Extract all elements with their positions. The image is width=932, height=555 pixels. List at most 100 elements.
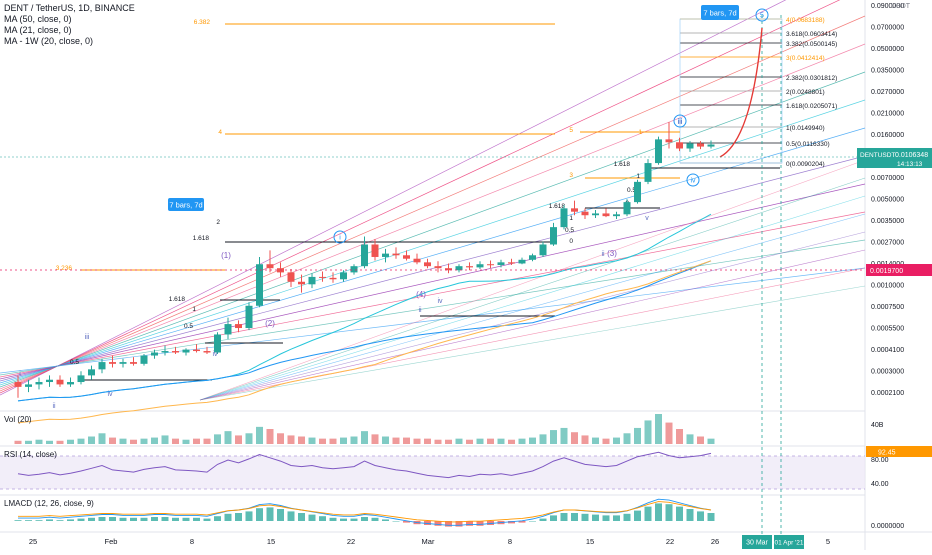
fib-left-label: 0.5 (627, 187, 636, 194)
date-highlight-box (742, 535, 772, 549)
price-tick-label: 0.0010000 (871, 283, 904, 290)
volume-bar (424, 438, 431, 444)
rsi-value: 92.45 (878, 450, 896, 457)
candle-body (413, 258, 421, 263)
candle-body (245, 305, 253, 329)
fan-line (0, 211, 866, 378)
volume-bar (14, 440, 22, 444)
candle-body (361, 244, 368, 267)
candle-body (529, 255, 536, 260)
date-tick-label: 5 (826, 537, 830, 546)
volume-bar (592, 437, 599, 444)
fib-left-label: 2 (216, 219, 220, 226)
volume-bar (119, 438, 127, 444)
rsi-band (0, 456, 865, 489)
macd-bar (571, 513, 578, 521)
rsi-line (17, 451, 712, 479)
volume-bar (623, 433, 631, 444)
fib-level-label: 2(0.0248801) (786, 89, 825, 96)
last-price-symbol: DENTUSDT (860, 152, 895, 159)
moving-averages (17, 213, 712, 424)
volume-bar (172, 438, 179, 444)
candle-body (172, 351, 179, 353)
volume-bar (487, 438, 494, 444)
bars-box-2: 7 bars, 7d (703, 9, 736, 18)
macd-bar (403, 521, 410, 523)
wave-paren-label: (1) (221, 251, 231, 260)
macd-bar (445, 521, 452, 527)
fan-line (0, 43, 866, 390)
last-price-value: 0.0106348 (895, 152, 928, 159)
candle-body (508, 262, 515, 264)
macd-bar (266, 507, 274, 521)
macd-bar (308, 514, 316, 521)
volume-bar (256, 426, 263, 444)
macd-bar (665, 504, 673, 521)
date-tick-label: 15 (267, 537, 275, 546)
candle-body (98, 362, 106, 370)
volume-bar (613, 437, 620, 444)
indicator-ma21: MA (21, close, 0) (4, 25, 72, 35)
volume-bar (529, 437, 536, 444)
candle-body (455, 266, 463, 271)
fib-level-label: 0(0.0090204) (786, 161, 825, 168)
candle-body (319, 276, 326, 278)
macd-bar (256, 508, 263, 521)
volume-bar (392, 437, 400, 444)
fib-level-label: 3.618(0.0603414) (786, 31, 837, 38)
wave-roman-label: iii (678, 119, 683, 126)
macd-bar (287, 511, 295, 521)
candle-body (56, 379, 64, 385)
wave-circle-label: iv (690, 178, 696, 185)
projection-curve (719, 27, 763, 158)
candle-body (518, 259, 526, 264)
wave-circle (755, 8, 769, 22)
volume-bar (350, 436, 358, 444)
macd-bar (686, 509, 694, 521)
wave-paren-label: (4) (416, 290, 426, 299)
volume-bar (203, 438, 211, 444)
date-axis: 25 Feb 8 15 22 Mar 8 15 22 26 5 30 Mar 01 Apr '21 (29, 535, 830, 549)
fan-line (0, 71, 866, 388)
macd-bar (623, 513, 631, 521)
price-tick-label: 0.0270000 (871, 89, 904, 96)
volume-bar (434, 439, 442, 444)
volume-bar (329, 438, 337, 444)
volume-bar (235, 435, 242, 444)
volume-bars (14, 414, 715, 444)
volume-bar (56, 440, 64, 444)
macd-bar (697, 511, 704, 521)
wave-roman-label: ii (601, 251, 605, 258)
volume-bar (550, 430, 557, 444)
volume-bar (476, 438, 484, 444)
date-tick-label: 26 (711, 537, 719, 546)
volume-bar (455, 438, 463, 444)
volume-bar (287, 435, 295, 444)
fib-left-label: 1.618 (549, 203, 566, 210)
wave-paren-label: (2) (265, 319, 275, 328)
candle-body (571, 208, 578, 212)
macd-bar (676, 506, 683, 521)
fan-line (0, 0, 841, 394)
price-axis: 0.0900000 0.0700000 0.0500000 0.0350000 0.02… (857, 3, 932, 530)
volume-bar (571, 432, 578, 444)
fan-line (0, 99, 866, 386)
fan-line (199, 213, 866, 401)
volume-bar (109, 437, 116, 444)
macd-bar (140, 517, 148, 521)
price-tick-label: 0.0003000 (871, 369, 904, 376)
fib-left-label: 3.236 (56, 265, 73, 272)
candle-body (46, 379, 53, 383)
candle-body (434, 266, 442, 269)
macd-bar (466, 521, 473, 526)
fan-line (199, 249, 866, 401)
bars-box-2-bg (701, 5, 739, 20)
wave-circle (673, 114, 687, 128)
indicator-ma1w: MA - 1W (20, close, 0) (4, 36, 94, 46)
fib-left-label: 1 (192, 306, 196, 313)
price-tick-label: 0.0005500 (871, 326, 904, 333)
candle-body (256, 264, 263, 306)
price-tick-label: 0.0007500 (871, 304, 904, 311)
